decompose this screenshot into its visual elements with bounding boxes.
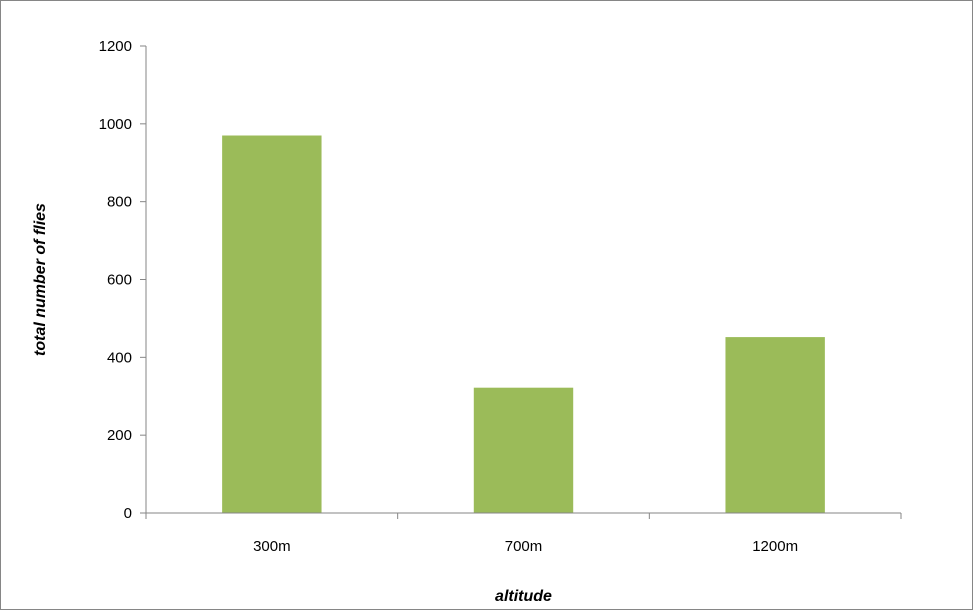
x-axis-ticks: 300m 700m 1200m — [145, 513, 902, 555]
bars-group — [222, 135, 825, 513]
y-axis-ticks: 0 200 400 600 800 1000 1200 — [99, 38, 146, 522]
y-tick-label: 1000 — [99, 116, 132, 133]
y-axis-title: total number of flies — [32, 203, 49, 356]
x-tick-label: 300m — [253, 538, 291, 555]
y-tick-label: 0 — [124, 505, 132, 522]
x-tick-label: 1200m — [752, 538, 798, 555]
y-tick-label: 200 — [107, 427, 132, 444]
bar-1200m — [725, 337, 825, 513]
x-tick-label: 700m — [505, 538, 543, 555]
y-tick-label: 400 — [107, 349, 132, 366]
x-axis-title: altitude — [495, 588, 552, 605]
y-tick-label: 1200 — [99, 38, 132, 55]
bar-300m — [222, 135, 322, 513]
bar-700m — [473, 387, 574, 513]
y-tick-label: 600 — [107, 272, 132, 289]
y-tick-label: 800 — [107, 194, 132, 211]
